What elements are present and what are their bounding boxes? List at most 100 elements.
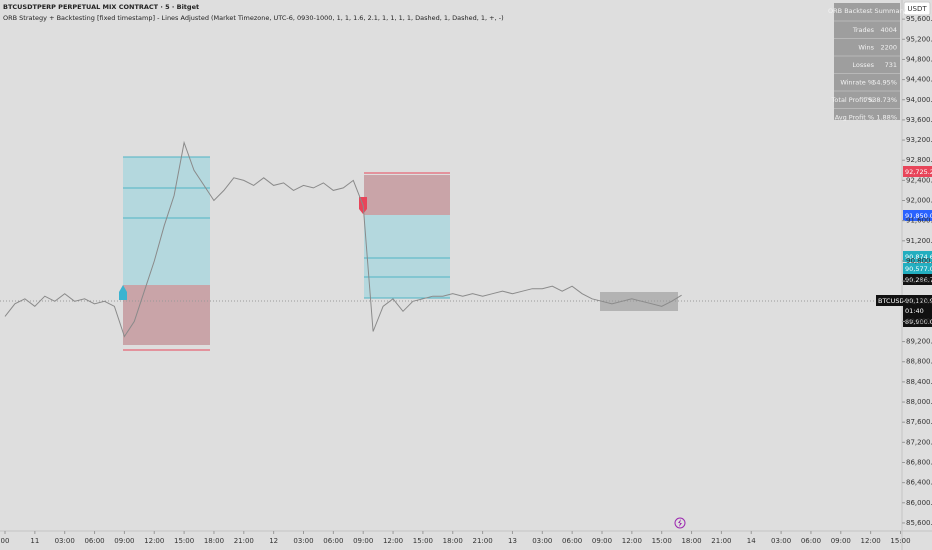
- row-value: 54.95%: [872, 79, 897, 87]
- y-tick-label: 90,000.0: [906, 297, 932, 305]
- price-line: [4, 140, 682, 338]
- y-tick-label: 90,400.0: [906, 277, 932, 285]
- price-label: 89,900.0: [905, 318, 932, 326]
- y-tick-label: 93,600.0: [906, 116, 932, 124]
- y-tick-label: 94,800.0: [906, 55, 932, 63]
- x-tick-label: 12:00: [861, 537, 881, 545]
- x-tick-label: 09:00: [353, 537, 373, 545]
- x-tick-label: 21:00: [473, 537, 493, 545]
- price-label-bg: [903, 274, 932, 285]
- price-label-bg: [903, 251, 932, 262]
- y-tick-label: 87,600.0: [906, 418, 932, 426]
- countdown: 01:40: [905, 307, 924, 315]
- price-label: 90,577.0: [905, 265, 932, 273]
- y-tick-label: 92,400.0: [906, 176, 932, 184]
- y-tick-label: 87,200.0: [906, 438, 932, 446]
- x-tick-label: 06:00: [562, 537, 582, 545]
- symbol-title: BTCUSDTPERP PERPETUAL MIX CONTRACT · 5 ·…: [3, 3, 199, 11]
- table-title: ORB Backtest Summary: [828, 7, 906, 15]
- summary-table: ORB Backtest Summary Trades 4004 Wins 2200 L…: [828, 3, 906, 122]
- x-tick-label: 18:00: [681, 537, 701, 545]
- x-tick-label: 12:00: [622, 537, 642, 545]
- y-tick-label: 89,200.0: [906, 338, 932, 346]
- loss-zone: [364, 175, 450, 215]
- x-tick-label: 06:00: [84, 537, 104, 545]
- x-tick-label: 12:00: [144, 537, 164, 545]
- row-label: Wins: [858, 44, 874, 52]
- y-tick-label: 88,400.0: [906, 378, 932, 386]
- price-label-bg: [903, 263, 932, 274]
- symbol-label: BTCUSDTP: [878, 297, 912, 305]
- y-tick-label: 91,600.0: [906, 217, 932, 225]
- x-tick-label: 15:00: [174, 537, 194, 545]
- row-label: Total Profit %: [831, 96, 874, 104]
- y-tick-label: 88,800.0: [906, 358, 932, 366]
- row-value: 7538.73%: [864, 96, 897, 104]
- y-tick-label: 90,800.0: [906, 257, 932, 265]
- y-tick-label: 86,000.0: [906, 499, 932, 507]
- y-tick-label: 91,200.0: [906, 237, 932, 245]
- x-tick-label: 15:00: [652, 537, 672, 545]
- y-tick-label: 92,000.0: [906, 197, 932, 205]
- indicator-title: ORB Strategy + Backtesting [fixed timest…: [3, 14, 504, 22]
- y-tick-label: 94,400.0: [906, 76, 932, 84]
- x-tick-label: 09:00: [114, 537, 134, 545]
- y-tick-label: 93,200.0: [906, 136, 932, 144]
- currency[interactable]: USDT: [907, 5, 927, 13]
- x-tick-label: 12: [269, 537, 278, 545]
- event-icon[interactable]: [674, 517, 686, 529]
- table-bg: [834, 3, 900, 120]
- y-tick-label: 95,600.0: [906, 15, 932, 23]
- y-tick-label: 86,800.0: [906, 458, 932, 466]
- row-value: 2200: [880, 44, 897, 52]
- x-tick-label: 00: [1, 537, 10, 545]
- x-tick-label: 15:00: [413, 537, 433, 545]
- price-label: 90,286.7: [905, 276, 932, 284]
- orb-zones: [0, 156, 902, 351]
- y-tick-label: 95,200.0: [906, 35, 932, 43]
- x-tick-label: 03:00: [55, 537, 75, 545]
- x-tick-label: 06:00: [801, 537, 821, 545]
- x-tick-label: 03:00: [532, 537, 552, 545]
- y-tick-label: 94,000.0: [906, 96, 932, 104]
- x-tick-label: 14: [747, 537, 756, 545]
- y-tick-label: 85,600.0: [906, 519, 932, 527]
- x-tick-label: 15:00: [890, 537, 910, 545]
- profit-zone: [123, 157, 210, 285]
- loss-zone: [123, 285, 210, 345]
- x-tick-label: 21:00: [234, 537, 254, 545]
- price-label-bg: [903, 210, 932, 221]
- y-tick-label: 86,400.0: [906, 479, 932, 487]
- symbol-label-bg: [876, 295, 903, 306]
- x-tick-label: 12:00: [383, 537, 403, 545]
- x-tick-label: 11: [30, 537, 39, 545]
- price-label-bg: [903, 316, 932, 327]
- x-tick-label: 21:00: [711, 537, 731, 545]
- event-bolt: [678, 519, 682, 527]
- y-tick-label: 89,600.0: [906, 317, 932, 325]
- price-label: 90,120.9: [905, 297, 932, 305]
- profit-zone: [364, 215, 450, 298]
- price-label: 92,725.2: [905, 168, 932, 176]
- row-label: Losses: [852, 61, 874, 69]
- price-labels: 92,725.2 91,850.0 90,874.6 90,577.0 90,2…: [876, 166, 932, 327]
- x-tick-label: 09:00: [831, 537, 851, 545]
- x-tick-label: 06:00: [323, 537, 343, 545]
- row-value: 731: [885, 61, 897, 69]
- x-tick-label: 18:00: [204, 537, 224, 545]
- row-label: Avg Profit %: [835, 114, 874, 122]
- currency-box[interactable]: [903, 1, 931, 16]
- row-label: Trades: [852, 26, 875, 34]
- long-signal: [119, 285, 127, 300]
- x-tick-label: 03:00: [771, 537, 791, 545]
- price-label: 90,874.6: [905, 253, 932, 261]
- y-tick-label: 88,000.0: [906, 398, 932, 406]
- row-value: 1.88%: [876, 114, 897, 122]
- x-tick-label: 09:00: [592, 537, 612, 545]
- price-label: 91,850.0: [905, 212, 932, 220]
- y-tick-label: 92,800.0: [906, 156, 932, 164]
- x-tick-label: 13: [508, 537, 517, 545]
- row-value: 4004: [880, 26, 897, 34]
- x-tick-label: 03:00: [293, 537, 313, 545]
